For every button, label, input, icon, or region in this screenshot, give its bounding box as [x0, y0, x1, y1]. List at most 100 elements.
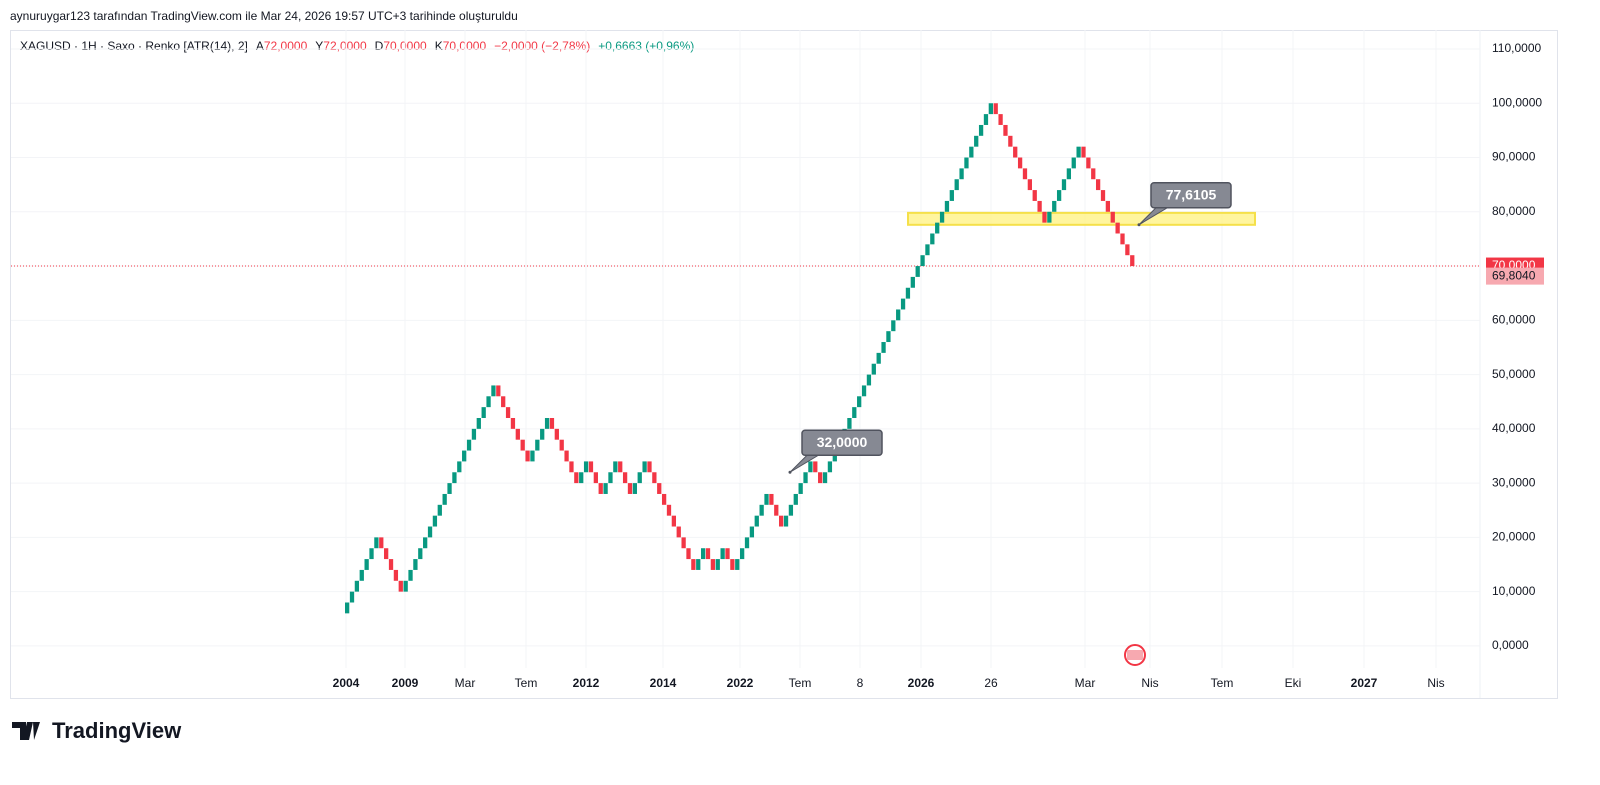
brick	[671, 515, 677, 527]
caption: aynuruygar123 tarafından TradingView.com…	[10, 9, 518, 23]
brick	[1052, 200, 1057, 212]
y-tick-label: 110,0000	[1492, 41, 1541, 55]
brick	[481, 407, 486, 418]
brick	[510, 417, 516, 429]
brick	[822, 472, 828, 484]
brick	[432, 515, 438, 527]
brick	[437, 504, 442, 516]
brick	[964, 157, 969, 169]
y-tick-label: 60,0000	[1492, 312, 1536, 326]
ohlc-key: K	[435, 39, 443, 53]
brick	[393, 569, 399, 581]
brick	[691, 559, 696, 570]
brick	[574, 472, 579, 484]
brick	[1091, 168, 1096, 180]
brick	[486, 396, 491, 408]
brick	[535, 439, 540, 451]
brick	[398, 580, 403, 592]
brick	[452, 472, 457, 484]
brick	[413, 559, 418, 570]
brick	[354, 580, 360, 592]
brick	[871, 363, 876, 375]
brick	[686, 548, 691, 560]
brick	[983, 114, 989, 125]
brick	[905, 287, 911, 299]
brick	[554, 428, 559, 440]
brick	[725, 548, 730, 560]
brick	[1120, 233, 1125, 245]
brick	[749, 526, 755, 538]
brick	[593, 472, 598, 484]
brick	[788, 504, 794, 516]
brick	[1115, 222, 1120, 234]
brick	[364, 559, 369, 570]
y-tick-label: 40,0000	[1492, 421, 1536, 435]
brick	[769, 493, 774, 505]
brick	[998, 114, 1003, 125]
y-tick-label: 30,0000	[1492, 475, 1536, 489]
ohlc-key: D	[375, 39, 384, 53]
x-tick-label: 2022	[727, 676, 754, 690]
brick	[1066, 168, 1072, 180]
brick	[803, 472, 808, 484]
brick	[1061, 179, 1067, 191]
brick	[798, 483, 803, 494]
brick	[852, 407, 857, 418]
brick	[418, 548, 423, 560]
brick	[598, 483, 603, 494]
x-tick-label: 2027	[1351, 676, 1378, 690]
brick	[978, 124, 984, 136]
brick	[608, 472, 613, 484]
brick	[559, 439, 564, 451]
brick	[944, 200, 950, 212]
brick	[588, 461, 594, 473]
brick	[647, 461, 652, 473]
brick	[501, 396, 506, 408]
brick	[1008, 135, 1013, 147]
brick	[476, 417, 481, 429]
brick	[505, 407, 511, 418]
brick	[930, 233, 935, 245]
legend: XAGUSD · 1H · Saxo · Renko [ATR(14), 2] A…	[20, 39, 694, 53]
brick	[447, 483, 452, 494]
brick	[783, 515, 789, 527]
brick	[935, 222, 940, 234]
brick	[1110, 211, 1115, 223]
brick	[959, 168, 964, 180]
brick	[910, 276, 915, 288]
brick	[705, 548, 711, 560]
brick	[949, 190, 954, 201]
brick	[740, 548, 745, 560]
callout-point	[788, 470, 792, 474]
brick	[710, 559, 716, 570]
x-tick-label: Tem	[1211, 676, 1234, 690]
brick	[525, 450, 530, 462]
brick	[1003, 124, 1008, 136]
symbol: XAGUSD · 1H · Saxo · Renko [ATR(14), 2]	[20, 39, 248, 53]
brick	[969, 146, 974, 158]
ohlc-value: 72,0000	[323, 39, 367, 53]
callout-label: 77,6105	[1166, 186, 1217, 202]
y-tick-label: 50,0000	[1492, 367, 1536, 381]
brick	[1105, 200, 1111, 212]
brick	[661, 493, 667, 505]
brick	[1125, 244, 1130, 256]
brick	[442, 493, 447, 505]
brick	[1037, 200, 1042, 212]
brick	[759, 504, 764, 516]
brick	[1076, 146, 1081, 158]
brick	[939, 211, 945, 223]
brick	[847, 417, 852, 429]
brick	[779, 515, 784, 527]
brick	[384, 548, 389, 560]
brick	[1081, 146, 1086, 158]
change: −2,0000 (−2,78%)	[494, 39, 590, 53]
brick	[754, 515, 759, 527]
brick	[988, 103, 993, 115]
brick	[1013, 146, 1018, 158]
brick	[427, 526, 433, 538]
brick	[735, 559, 740, 570]
extra: +0,6663 (+0,96%)	[598, 39, 694, 53]
brick	[520, 439, 525, 451]
